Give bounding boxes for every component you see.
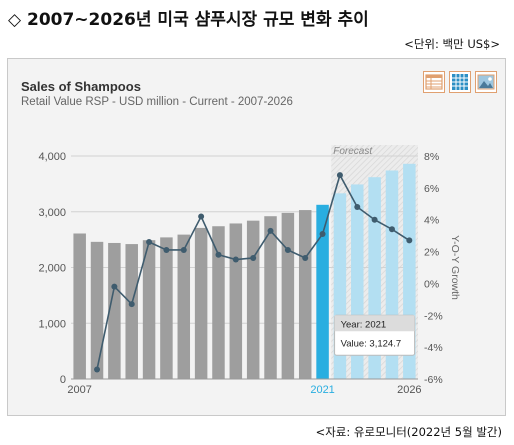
bar-2014[interactable] (194, 227, 208, 379)
bar-2020[interactable] (298, 210, 312, 379)
growth-point-2026[interactable] (406, 237, 413, 244)
y-tick-label: 2,000 (38, 263, 66, 275)
bar-2019[interactable] (281, 212, 295, 379)
y2-tick-label: 0% (424, 278, 439, 290)
tooltip-year: Year: 2021 (341, 319, 387, 330)
growth-point-2008[interactable] (94, 366, 101, 373)
tooltip: Year: 2021 Value: 3,124.7 (334, 314, 416, 356)
y-tick-label: 3,000 (38, 207, 66, 219)
source-note: <자료: 유로모니터(2022년 5월 발간) (315, 425, 502, 439)
growth-point-2015[interactable] (215, 251, 222, 258)
bar-2010[interactable] (125, 244, 138, 379)
growth-point-2019[interactable] (284, 246, 291, 253)
table-view-icon[interactable] (423, 71, 445, 93)
y2-tick-label: -4% (424, 342, 443, 354)
chart-subtitle: Retail Value RSP - USD million - Current… (21, 96, 293, 108)
growth-point-2010[interactable] (128, 301, 135, 308)
view-toggle-group (423, 71, 497, 93)
tooltip-header (334, 315, 415, 332)
y2-axis-title: Y-O-Y Growth (449, 235, 461, 300)
chart-title: Sales of Shampoos (21, 79, 141, 94)
growth-point-2021[interactable] (319, 231, 326, 238)
bar-2018[interactable] (264, 216, 277, 379)
growth-point-2020[interactable] (302, 254, 309, 261)
tooltip-value: Value: 3,124.7 (341, 338, 402, 349)
bar-2008[interactable] (90, 241, 104, 379)
y-tick-label: 4,000 (38, 151, 66, 163)
image-view-icon[interactable] (475, 71, 497, 93)
grid-view-icon[interactable] (449, 71, 471, 93)
growth-point-2012[interactable] (163, 246, 170, 253)
y2-tick-label: 8% (424, 151, 439, 163)
growth-point-2013[interactable] (180, 246, 187, 253)
y-tick-label: 0 (60, 374, 66, 386)
unit-note: <단위: 백만 US$> (404, 37, 500, 51)
page-title: ◇ 2007~2026년 미국 샴푸시장 규모 변화 추이 (8, 10, 369, 30)
x-tick-label: 2007 (67, 384, 91, 396)
y2-tick-label: -6% (424, 374, 443, 386)
y2-tick-label: 4% (424, 215, 439, 227)
growth-point-2017[interactable] (250, 254, 257, 261)
bar-2013[interactable] (177, 234, 191, 379)
growth-point-2014[interactable] (198, 213, 205, 220)
y2-tick-label: -2% (424, 310, 443, 322)
bar-2015[interactable] (212, 226, 225, 379)
bar-2016[interactable] (229, 223, 243, 379)
growth-point-2011[interactable] (146, 239, 153, 246)
bar-2007[interactable] (73, 233, 86, 379)
bar-2011[interactable] (142, 240, 156, 379)
chart-panel: Sales of Shampoos Retail Value RSP - USD… (7, 58, 506, 416)
growth-point-2018[interactable] (267, 227, 274, 234)
growth-point-2022[interactable] (336, 172, 343, 179)
growth-point-2024[interactable] (371, 216, 378, 223)
chart-plot: Forecast 0 1,000 2,000 3,000 4,000 -6% -4% -2% 0… (38, 145, 461, 396)
y-tick-label: 1,000 (38, 318, 66, 330)
x-tick-label: 2021 (310, 384, 334, 396)
bar-2012[interactable] (160, 237, 173, 379)
bar-2021[interactable] (316, 204, 329, 379)
forecast-label: Forecast (333, 146, 373, 157)
bar-2017[interactable] (246, 220, 260, 379)
growth-point-2016[interactable] (232, 256, 239, 263)
x-tick-label: 2026 (397, 384, 421, 396)
y2-tick-label: 2% (424, 247, 439, 259)
growth-point-2025[interactable] (388, 226, 395, 233)
bar-2009[interactable] (108, 242, 121, 379)
growth-point-2023[interactable] (354, 203, 361, 210)
y2-tick-label: 6% (424, 183, 439, 195)
growth-point-2009[interactable] (111, 283, 118, 290)
